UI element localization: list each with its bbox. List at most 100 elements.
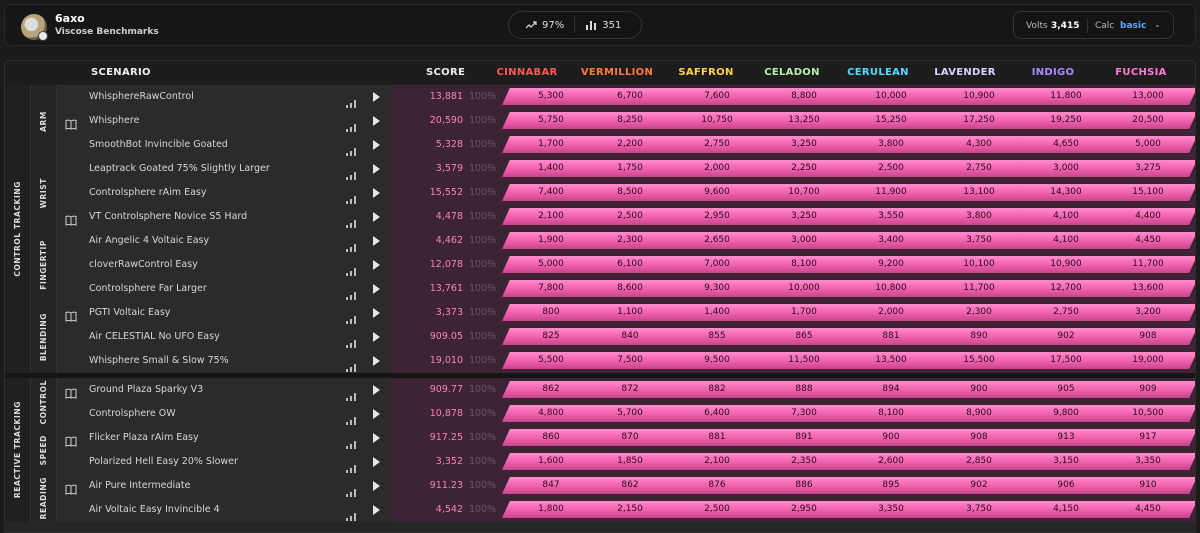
threshold-fuchsia: 4,450 [1099, 232, 1195, 249]
play-icon[interactable] [373, 116, 380, 126]
table-row[interactable]: Whisphere 20,590 100% 5,750 8,250 10,750 13,25… [57, 109, 1195, 133]
table-row[interactable]: Leaptrack Goated 75% Slightly Larger 3,57… [57, 157, 1195, 181]
table-row[interactable]: cloverRawControl Easy 12,078 100% 5,000 6,10… [57, 253, 1195, 277]
play-icon[interactable] [373, 385, 380, 395]
chevron-down-icon[interactable]: ⌄ [1154, 20, 1161, 29]
scenario-name[interactable]: Controlsphere rAim Easy [89, 187, 207, 198]
guide-book-icon[interactable] [65, 384, 77, 399]
guide-book-icon[interactable] [65, 307, 77, 322]
scenario-name[interactable]: Air Voltaic Easy Invincible 4 [89, 504, 220, 515]
play-icon[interactable] [373, 92, 380, 102]
play-icon[interactable] [373, 356, 380, 366]
subcategory-name: WRIST [39, 177, 48, 209]
scenario-name[interactable]: SmoothBot Invincible Goated [89, 139, 228, 150]
table-row[interactable]: Ground Plaza Sparky V3 909.77 100% 862 872 88… [57, 378, 1195, 402]
scenario-name[interactable]: Air Angelic 4 Voltaic Easy [89, 235, 210, 246]
threshold-lavender: 890 [930, 328, 1028, 345]
table-row[interactable]: Whisphere Small & Slow 75% 19,010 100% 5,50… [57, 349, 1195, 373]
play-icon[interactable] [373, 433, 380, 443]
scenario-name[interactable]: Air Pure Intermediate [89, 480, 191, 491]
scenario-name[interactable]: Polarized Hell Easy 20% Slower [89, 456, 238, 467]
table-row[interactable]: Polarized Hell Easy 20% Slower 3,352 100% 1… [57, 450, 1195, 474]
progress-percent: 100% [469, 115, 497, 126]
play-icon[interactable] [373, 332, 380, 342]
scenario-name[interactable]: VT Controlsphere Novice S5 Hard [89, 211, 248, 222]
play-icon[interactable] [373, 260, 380, 270]
play-icon[interactable] [373, 409, 380, 419]
play-icon[interactable] [373, 505, 380, 515]
signal-bars-icon [346, 386, 356, 401]
progress-percent: 100% [469, 480, 497, 491]
table-row[interactable]: SmoothBot Invincible Goated 5,328 100% 1,70… [57, 133, 1195, 157]
table-row[interactable]: Air Voltaic Easy Invincible 4 4,542 100% 1,… [57, 498, 1195, 522]
guide-book-icon[interactable] [65, 432, 77, 447]
user-name[interactable]: 6axo [55, 12, 85, 25]
subcategory-label: FINGERTIP [31, 229, 57, 301]
table-row[interactable]: Air Pure Intermediate 911.23 100% 847 862 876… [57, 474, 1195, 498]
play-icon[interactable] [373, 140, 380, 150]
guide-book-icon[interactable] [65, 480, 77, 495]
table-row[interactable]: Flicker Plaza rAim Easy 917.25 100% 860 870 8… [57, 426, 1195, 450]
play-icon[interactable] [373, 164, 380, 174]
threshold-indigo: 2,750 [1017, 304, 1115, 321]
scenario-name[interactable]: Whisphere [89, 115, 140, 126]
threshold-indigo: 4,650 [1017, 136, 1115, 153]
row-left-bg [57, 349, 391, 373]
threshold-cerulean: 3,550 [842, 208, 940, 225]
score-value: 15,552 [429, 187, 463, 198]
play-icon[interactable] [373, 188, 380, 198]
scenario-header[interactable]: SCENARIO [91, 67, 151, 78]
play-icon[interactable] [373, 284, 380, 294]
threshold-saffron: 9,500 [668, 352, 766, 369]
scenario-name[interactable]: Controlsphere Far Larger [89, 283, 207, 294]
play-icon[interactable] [373, 212, 380, 222]
score-value: 4,542 [435, 504, 463, 515]
threshold-saffron: 6,400 [668, 405, 766, 422]
scenario-name[interactable]: WhisphereRawControl [89, 91, 194, 102]
table-row[interactable]: WhisphereRawControl 13,881 100% 5,300 6,700 7… [57, 85, 1195, 109]
table-row[interactable]: Air CELESTIAL No UFO Easy 909.05 100% 825 84… [57, 325, 1195, 349]
scenario-name[interactable]: Ground Plaza Sparky V3 [89, 384, 204, 395]
calc-selector[interactable]: Volts 3,415 Calc basic ⌄ [1013, 11, 1174, 39]
score-value: 909.05 [429, 331, 463, 342]
threshold-cinnabar: 5,750 [502, 112, 600, 129]
scenario-name[interactable]: Flicker Plaza rAim Easy [89, 432, 199, 443]
score-value: 3,373 [435, 307, 463, 318]
scenario-name[interactable]: Controlsphere OW [89, 408, 176, 419]
threshold-indigo: 19,250 [1017, 112, 1115, 129]
table-row[interactable]: VT Controlsphere Novice S5 Hard 4,478 100%… [57, 205, 1195, 229]
guide-book-icon[interactable] [65, 211, 77, 226]
threshold-fuchsia: 10,500 [1099, 405, 1195, 422]
play-icon[interactable] [373, 308, 380, 318]
calc-value[interactable]: basic [1120, 21, 1147, 31]
table-row[interactable]: Controlsphere OW 10,878 100% 4,800 5,700 6,40… [57, 402, 1195, 426]
table-row[interactable]: Controlsphere rAim Easy 15,552 100% 7,400 8,… [57, 181, 1195, 205]
threshold-saffron: 2,000 [668, 160, 766, 177]
table-row[interactable]: Air Angelic 4 Voltaic Easy 4,462 100% 1,900… [57, 229, 1195, 253]
row-left-bg [57, 205, 391, 229]
threshold-saffron: 2,100 [668, 453, 766, 470]
score-value: 909.77 [429, 384, 463, 395]
subcategory-label: ARM [31, 85, 57, 157]
threshold-fuchsia: 20,500 [1099, 112, 1195, 129]
threshold-celadon: 10,000 [755, 280, 853, 297]
completion-stat: 97% [509, 19, 564, 31]
table-row[interactable]: PGTI Voltaic Easy 3,373 100% 800 1,100 1,400 1… [57, 301, 1195, 325]
rank-header-fuchsia: FUCHSIA [1115, 67, 1167, 78]
table-row[interactable]: Controlsphere Far Larger 13,761 100% 7,800 8… [57, 277, 1195, 301]
scenario-name[interactable]: cloverRawControl Easy [89, 259, 198, 270]
rank-header-cinnabar: CINNABAR [496, 67, 558, 78]
play-icon[interactable] [373, 236, 380, 246]
guide-book-icon[interactable] [65, 115, 77, 130]
threshold-vermillion: 862 [581, 477, 679, 494]
threshold-cinnabar: 847 [502, 477, 600, 494]
scenario-name[interactable]: Leaptrack Goated 75% Slightly Larger [89, 163, 270, 174]
scenario-name[interactable]: PGTI Voltaic Easy [89, 307, 171, 318]
play-icon[interactable] [373, 481, 380, 491]
scenario-name[interactable]: Whisphere Small & Slow 75% [89, 355, 229, 366]
score-header[interactable]: SCORE [426, 67, 466, 78]
signal-bars-icon [346, 189, 356, 204]
scenario-name[interactable]: Air CELESTIAL No UFO Easy [89, 331, 220, 342]
play-icon[interactable] [373, 457, 380, 467]
rank-header-cerulean: CERULEAN [847, 67, 909, 78]
